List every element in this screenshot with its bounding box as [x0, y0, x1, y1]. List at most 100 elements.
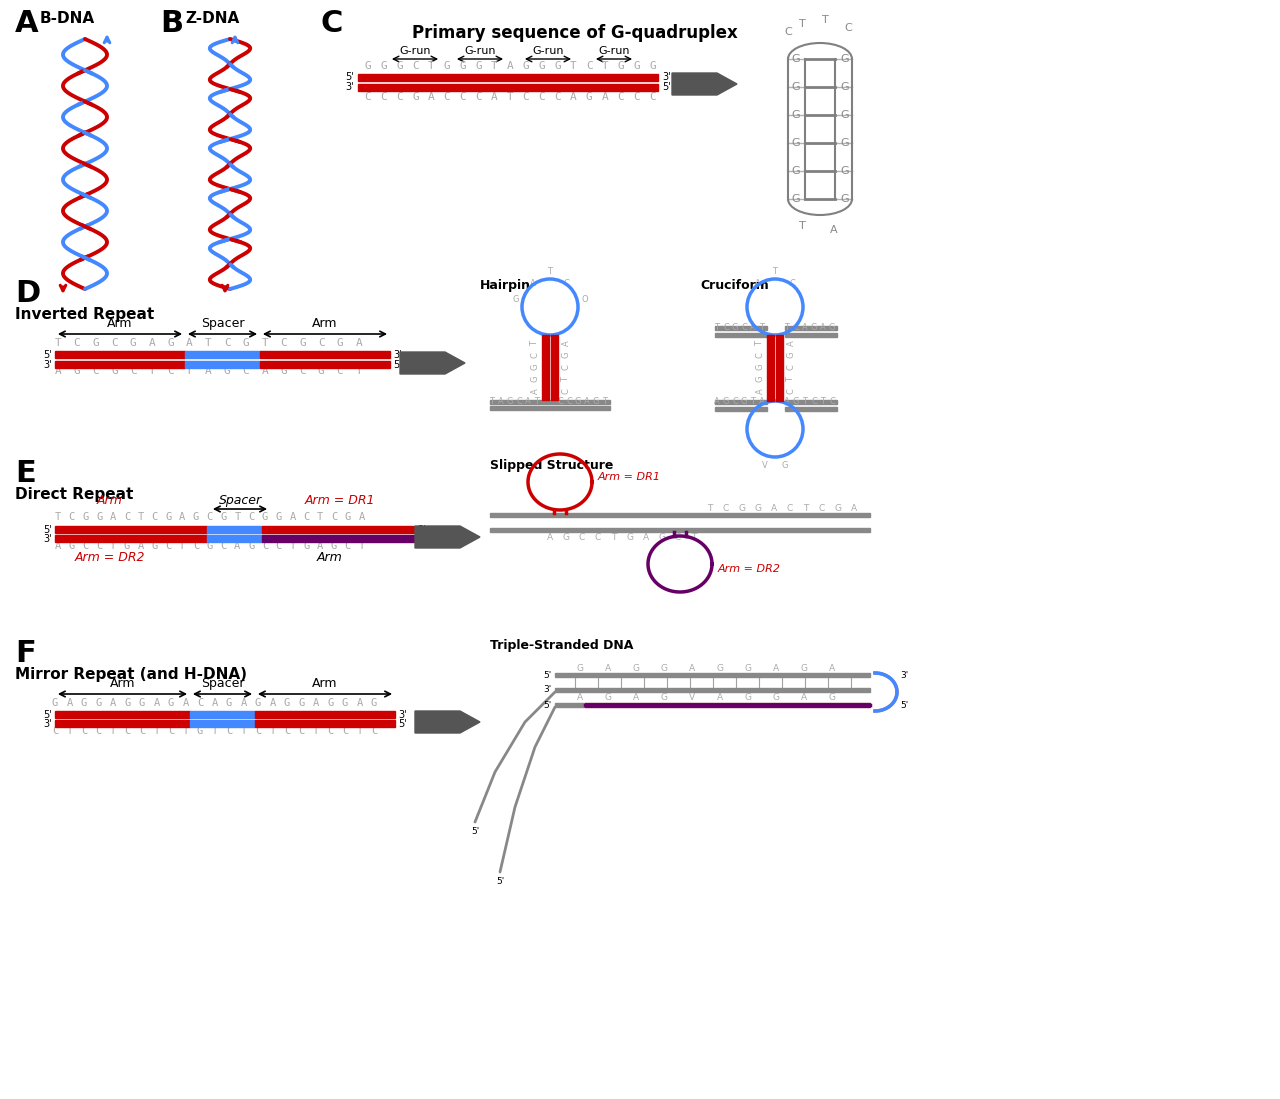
Text: T: T [548, 267, 553, 276]
Text: G: G [835, 504, 841, 513]
Text: 3': 3' [346, 82, 355, 92]
Text: C: C [786, 364, 795, 370]
Text: Spacer: Spacer [201, 677, 244, 690]
Text: T: T [289, 541, 296, 551]
Text: G: G [138, 698, 145, 708]
Text: G: G [82, 512, 88, 522]
Text: A: A [584, 398, 590, 407]
Text: C: C [732, 398, 739, 407]
Text: A: A [182, 698, 188, 708]
Text: G: G [745, 664, 751, 673]
Text: G: G [220, 512, 227, 522]
Bar [556, 688, 870, 692]
Text: C: C [224, 338, 230, 348]
FancyArrow shape [415, 526, 480, 548]
Text: A: A [750, 323, 756, 333]
Text: T: T [492, 62, 498, 71]
Text: V: V [689, 693, 695, 702]
Text: G: G [92, 338, 99, 348]
Bar [207, 535, 262, 542]
Text: C: C [755, 352, 764, 358]
Text: A: A [562, 340, 571, 346]
Text: 5': 5' [44, 349, 52, 360]
Text: C: C [344, 541, 351, 551]
Text: C: C [124, 726, 131, 736]
Text: A: A [643, 533, 649, 542]
Text: T: T [820, 398, 826, 407]
Text: C: C [522, 92, 530, 102]
Text: T: T [358, 541, 365, 551]
Text: A: A [154, 698, 160, 708]
Text: T: T [612, 533, 617, 542]
Text: G: G [741, 398, 748, 407]
Text: G: G [649, 62, 655, 71]
Bar [358, 74, 658, 81]
Bar [186, 351, 260, 358]
Text: C: C [617, 92, 625, 102]
Text: A: A [498, 398, 504, 407]
Text: T: T [110, 541, 116, 551]
Text: T: T [489, 398, 494, 407]
Text: G-run: G-run [598, 46, 630, 56]
Text: C: C [151, 512, 157, 522]
Text: G: G [576, 664, 584, 673]
Text: 3': 3' [393, 349, 402, 360]
Text: A: A [530, 388, 539, 393]
Text: G: G [755, 376, 764, 382]
Text: C: C [342, 726, 348, 736]
Text: G: G [96, 512, 102, 522]
Text: C: C [328, 726, 334, 736]
Text: T: T [535, 398, 539, 407]
Text: A: A [55, 541, 61, 551]
Text: A: A [771, 504, 777, 513]
Bar [55, 711, 189, 718]
Text: G: G [800, 664, 808, 673]
Text: G: G [303, 541, 310, 551]
Text: A: A [602, 92, 608, 102]
Text: T: T [530, 341, 539, 345]
Text: A: A [525, 398, 531, 407]
Text: C: C [165, 541, 172, 551]
Text: G: G [828, 323, 836, 333]
Text: A: A [851, 504, 858, 513]
Text: Z-DNA: Z-DNA [186, 11, 239, 26]
Text: A: A [211, 698, 218, 708]
Text: A: A [15, 9, 38, 38]
Text: G: G [193, 512, 200, 522]
Text: T: T [55, 512, 61, 522]
Bar [262, 526, 413, 533]
Bar [490, 406, 611, 410]
Text: T: T [714, 323, 719, 333]
Text: G: G [69, 541, 76, 551]
Text: G: G [371, 698, 378, 708]
Text: Arm: Arm [110, 677, 136, 690]
Text: G: G [791, 82, 800, 92]
Text: Direct Repeat: Direct Repeat [15, 487, 133, 502]
Text: A: A [577, 693, 584, 702]
Text: 5': 5' [495, 877, 504, 886]
Text: C: C [829, 398, 835, 407]
Text: T: T [55, 338, 61, 348]
Bar [255, 720, 396, 728]
Bar [490, 400, 611, 404]
Text: T: T [507, 92, 513, 102]
Text: C: C [96, 726, 101, 736]
Bar [207, 526, 262, 533]
Text: G: G [224, 366, 230, 376]
Text: T: T [562, 377, 571, 381]
Text: 5': 5' [544, 670, 552, 679]
Text: D: D [15, 279, 40, 308]
Text: G: G [255, 698, 261, 708]
Text: 3': 3' [44, 719, 52, 729]
Text: Primary sequence of G-quadruplex: Primary sequence of G-quadruplex [412, 24, 737, 42]
Text: 5': 5' [44, 710, 52, 720]
Bar [767, 335, 774, 401]
Text: C: C [562, 388, 571, 393]
Text: C: C [255, 726, 261, 736]
Bar [716, 400, 767, 404]
Text: G: G [284, 698, 291, 708]
Text: A: A [530, 278, 536, 288]
Text: C: C [595, 533, 602, 542]
Text: G: G [298, 698, 305, 708]
Text: A: A [570, 92, 577, 102]
